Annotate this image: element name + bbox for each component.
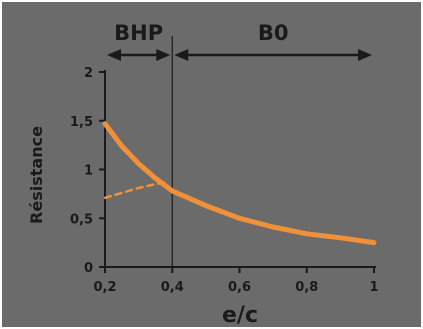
x-tick-label: 0,6 — [228, 280, 251, 295]
x-tick-label: 0,2 — [93, 280, 116, 295]
series-layer — [102, 121, 377, 246]
region-label-bhp: BHP — [114, 21, 163, 45]
y-tick-label: 0,5 — [70, 212, 93, 227]
y-tick-label: 2 — [84, 66, 93, 81]
y-axis-title: Résistance — [27, 126, 46, 224]
dashed-series-line — [103, 180, 167, 200]
axes — [99, 36, 376, 273]
region-arrowhead-right — [156, 49, 171, 61]
region-arrowhead-left — [174, 49, 189, 61]
tick-labels: 0 0,5 1 1,5 2 0,2 0,4 0,6 0,8 1 — [70, 66, 379, 295]
y-tick-label: 0 — [84, 261, 93, 276]
x-tick-label: 0,4 — [161, 280, 184, 295]
region-arrowhead-left — [107, 49, 121, 61]
solid-series-line — [102, 121, 377, 246]
region-annotations: BHP B0 — [107, 21, 372, 61]
x-tick-label: 1 — [369, 280, 378, 295]
region-arrowhead-right — [358, 49, 372, 61]
y-tick-label: 1 — [84, 164, 93, 179]
y-tick-label: 1,5 — [70, 115, 93, 130]
x-axis-title: e/c — [222, 303, 258, 328]
x-tick-label: 0,8 — [295, 280, 318, 295]
region-label-b0: B0 — [258, 21, 289, 45]
